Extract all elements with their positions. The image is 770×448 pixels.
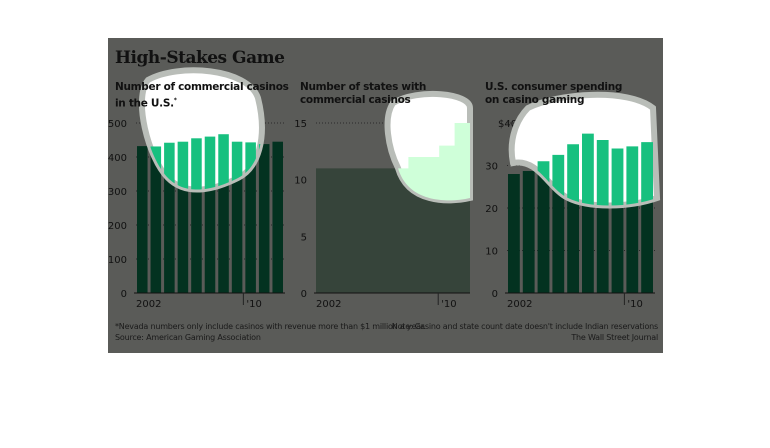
bar-2005 <box>177 141 189 190</box>
area-series <box>387 123 470 201</box>
bar-2008 <box>596 140 609 206</box>
bar-2003 <box>522 171 535 293</box>
y-tick-label: 0 <box>121 289 127 300</box>
bar-2004 <box>164 142 175 190</box>
bar-2007 <box>204 136 216 293</box>
y-tick-label: 0 <box>301 289 307 300</box>
x-tick-label: 2002 <box>136 299 161 310</box>
y-tick-label: 15 <box>294 119 307 130</box>
x-tick-label: '10 <box>441 299 456 310</box>
y-tick-label: 200 <box>108 221 127 232</box>
bar-2011 <box>641 142 653 206</box>
bar-2009 <box>611 148 624 293</box>
marks <box>137 134 283 293</box>
y-tick-label: 500 <box>108 119 127 130</box>
bar-2003 <box>150 146 162 293</box>
bar-2009 <box>611 148 624 206</box>
charts-svg: 0 100 200 300 400 500 2002 '10 0 5 10 15 2002 '10 0 10 2… <box>108 67 661 310</box>
bar-2006 <box>567 144 579 293</box>
bar-2005 <box>177 141 189 293</box>
bar-2010 <box>245 142 256 293</box>
bar-2010 <box>626 146 639 293</box>
chart3-title: U.S. consumer spending on casino gaming <box>485 81 623 106</box>
x-tick-label: '10 <box>246 299 261 310</box>
bar-2007 <box>204 136 216 190</box>
y-tick-label: 0 <box>492 289 498 300</box>
bar-2002 <box>137 146 148 293</box>
bar-2006 <box>191 138 202 190</box>
bar-2011 <box>258 144 270 293</box>
x-tick-label: '10 <box>627 299 642 310</box>
highlight-marks <box>387 123 470 201</box>
bar-2008 <box>596 140 609 293</box>
bar-2007 <box>582 133 594 206</box>
bar-2009 <box>231 141 243 190</box>
y-tick-label: 300 <box>108 187 127 198</box>
y-tick-label: 10 <box>485 247 498 258</box>
y-tick-label: 30 <box>485 162 498 173</box>
page-title: High-Stakes Game <box>115 48 285 68</box>
y-tick-label: 20 <box>485 204 498 215</box>
source: Source: American Gaming Association <box>115 333 261 342</box>
bar-2010 <box>626 146 639 206</box>
y-tick-label: 400 <box>108 153 127 164</box>
chart-panel: 0 100 200 300 400 500 2002 '10 0 5 10 15 2002 '10 0 10 2… <box>108 38 663 353</box>
bar-2005 <box>552 154 565 206</box>
bar-2010 <box>245 142 256 190</box>
bar-2008 <box>218 134 229 293</box>
x-tick-label: 2002 <box>316 299 341 310</box>
marks <box>508 133 653 293</box>
bar-2006 <box>191 138 202 293</box>
bar-2004 <box>164 142 175 293</box>
footnote: *Nevada numbers only include casinos wit… <box>115 322 426 331</box>
bar-2005 <box>552 154 565 293</box>
bar-2012 <box>272 141 283 293</box>
chart1-title: Number of commercial casinos in the U.S.* <box>115 81 289 110</box>
y-tick-label: 10 <box>294 176 307 187</box>
credit: The Wall Street Journal <box>571 333 658 342</box>
bar-2008 <box>218 134 229 190</box>
y-tick-label: 5 <box>301 232 307 243</box>
chart2-title: Number of states with commercial casinos <box>300 81 427 106</box>
bar-2009 <box>231 141 243 293</box>
y-tick-label: 100 <box>108 255 127 266</box>
bar-2006 <box>567 144 579 206</box>
note: Note: Casino and state count date doesn'… <box>391 322 658 331</box>
bar-2002 <box>508 174 520 293</box>
x-tick-label: 2002 <box>507 299 532 310</box>
bar-2007 <box>582 133 594 293</box>
bar-2004 <box>537 161 550 293</box>
bar-2011 <box>641 142 653 293</box>
